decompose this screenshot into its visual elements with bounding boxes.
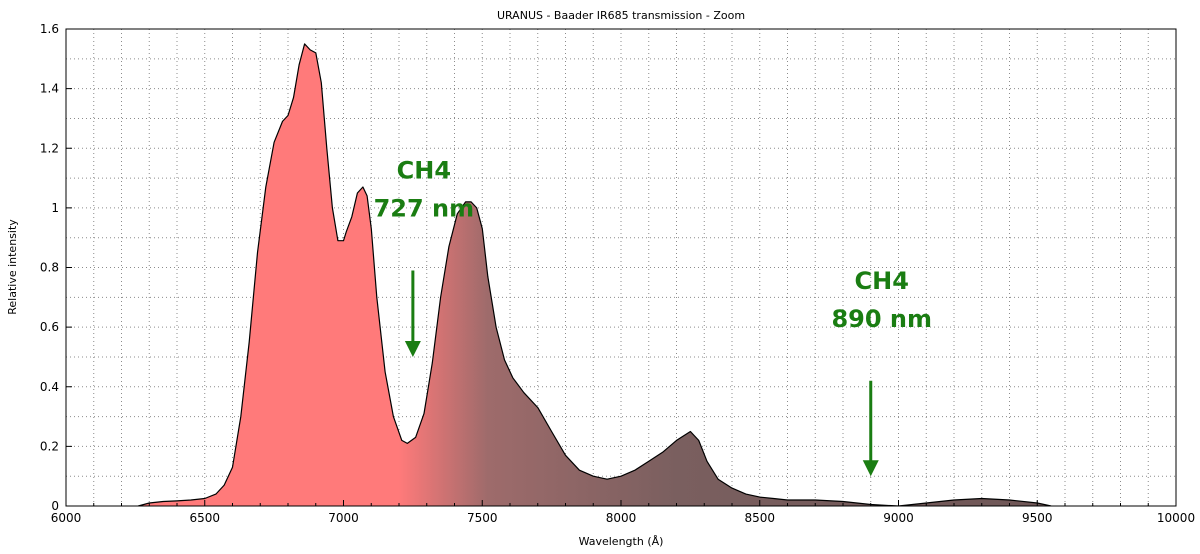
- annotations: CH4 727 nm CH4 890 nm: [374, 156, 932, 477]
- arrow-head-icon: [404, 340, 421, 357]
- x-tick-label: 7500: [467, 511, 498, 525]
- y-tick-label: 1: [51, 201, 59, 215]
- x-tick-label: 6000: [51, 511, 82, 525]
- x-tick-label: 9500: [1022, 511, 1053, 525]
- annotation-label: 890 nm: [831, 305, 932, 333]
- x-tick-label: 8500: [744, 511, 775, 525]
- y-tick-label: 1.4: [40, 82, 59, 96]
- x-axis-label: Wavelength (Å): [579, 535, 664, 548]
- annotation-label: CH4: [397, 156, 451, 184]
- y-axis-label: Relative intensity: [6, 219, 19, 315]
- x-tick-label: 7000: [328, 511, 359, 525]
- annotation-label: CH4: [855, 267, 909, 295]
- spectrum-line: [138, 43, 1052, 506]
- spectrum-area: [138, 43, 1052, 506]
- y-tick-label: 0.4: [40, 380, 59, 394]
- x-tick-label: 10000: [1157, 511, 1195, 525]
- y-tick-label: 0.6: [40, 320, 59, 334]
- chart-title: URANUS - Baader IR685 transmission - Zoo…: [497, 9, 745, 22]
- y-tick-label: 0.8: [40, 261, 59, 275]
- arrow-head-icon: [862, 460, 879, 477]
- spectrum-fill: [138, 43, 1052, 506]
- x-tick-label: 8000: [606, 511, 637, 525]
- axis-ticks: 6000 6500 7000 7500 8000 8500 9000 9500 10000 0 0.…: [40, 22, 1195, 525]
- plot-frame: [65, 28, 1177, 507]
- y-tick-label: 1.2: [40, 141, 59, 155]
- grid-lines: [66, 29, 1176, 506]
- annotation-label: 727 nm: [374, 194, 475, 222]
- x-tick-label: 9000: [883, 511, 914, 525]
- x-tick-label: 6500: [189, 511, 220, 525]
- y-tick-label: 0.2: [40, 439, 59, 453]
- y-tick-label: 1.6: [40, 22, 59, 36]
- y-tick-label: 0: [51, 499, 59, 513]
